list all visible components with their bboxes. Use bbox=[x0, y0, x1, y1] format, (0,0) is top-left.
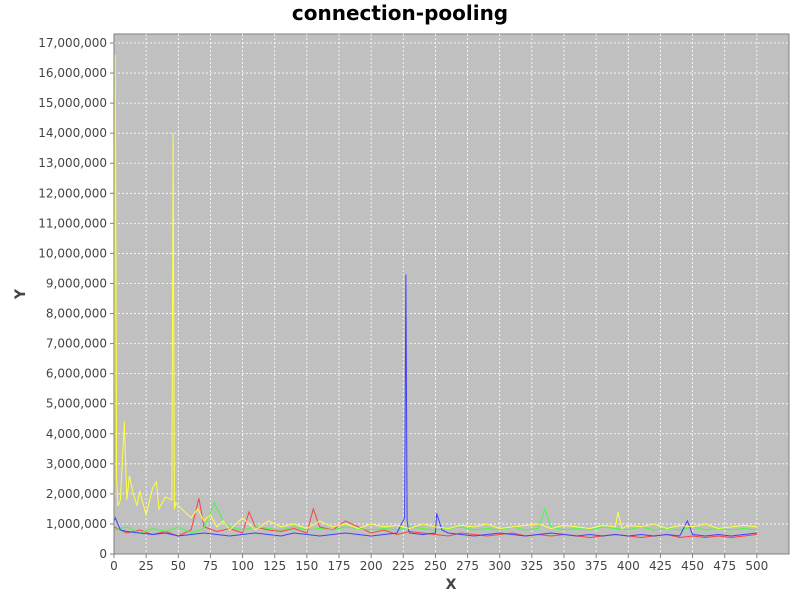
y-tick-label: 16,000,000 bbox=[38, 66, 107, 80]
y-tick-label: 17,000,000 bbox=[38, 36, 107, 50]
y-tick-label: 6,000,000 bbox=[46, 367, 107, 381]
x-tick-label: 200 bbox=[360, 559, 383, 573]
x-tick-label: 475 bbox=[713, 559, 736, 573]
x-tick-label: 50 bbox=[171, 559, 186, 573]
y-tick-label: 13,000,000 bbox=[38, 156, 107, 170]
x-tick-label: 225 bbox=[392, 559, 415, 573]
y-tick-label: 3,000,000 bbox=[46, 457, 107, 471]
axes bbox=[113, 34, 789, 555]
x-tick-label: 300 bbox=[488, 559, 511, 573]
y-tick-label: 11,000,000 bbox=[38, 216, 107, 230]
x-tick-label: 150 bbox=[295, 559, 318, 573]
series-line-3 bbox=[113, 274, 757, 537]
y-tick-label: 0 bbox=[99, 547, 107, 561]
x-tick-label: 375 bbox=[585, 559, 608, 573]
x-tick-label: 425 bbox=[649, 559, 672, 573]
x-tick-label: 450 bbox=[681, 559, 704, 573]
series-line-4 bbox=[113, 54, 757, 531]
x-axis-label: X bbox=[446, 577, 457, 593]
y-tick-labels: 0 1,000,000 2,000,000 3,000,000 4,000,000 5,0… bbox=[38, 36, 114, 561]
x-tick-label: 0 bbox=[110, 559, 118, 573]
x-tick-label: 100 bbox=[231, 559, 254, 573]
x-tick-label: 75 bbox=[203, 559, 218, 573]
chart-title: connection-pooling bbox=[292, 1, 508, 25]
y-tick-label: 1,000,000 bbox=[46, 517, 107, 531]
x-tick-labels: 0 25 50 75 100 125 150 175 200 225 250 275 300 325 350… bbox=[110, 554, 768, 573]
y-tick-label: 5,000,000 bbox=[46, 397, 107, 411]
x-tick-label: 175 bbox=[328, 559, 351, 573]
x-tick-label: 250 bbox=[424, 559, 447, 573]
gridlines bbox=[113, 34, 789, 555]
x-tick-label: 25 bbox=[139, 559, 154, 573]
y-tick-label: 14,000,000 bbox=[38, 126, 107, 140]
y-tick-label: 2,000,000 bbox=[46, 487, 107, 501]
x-tick-label: 275 bbox=[456, 559, 479, 573]
y-tick-label: 10,000,000 bbox=[38, 246, 107, 260]
x-tick-label: 500 bbox=[745, 559, 768, 573]
y-tick-label: 12,000,000 bbox=[38, 186, 107, 200]
y-tick-label: 4,000,000 bbox=[46, 427, 107, 441]
series-line-1 bbox=[113, 498, 757, 539]
series-layer bbox=[113, 54, 757, 539]
plot-area bbox=[113, 33, 790, 555]
x-tick-label: 400 bbox=[617, 559, 640, 573]
x-tick-label: 325 bbox=[520, 559, 543, 573]
y-axis-label: Y bbox=[13, 288, 29, 300]
x-tick-label: 350 bbox=[553, 559, 576, 573]
y-tick-label: 8,000,000 bbox=[46, 307, 107, 321]
y-tick-label: 7,000,000 bbox=[46, 337, 107, 351]
y-tick-label: 15,000,000 bbox=[38, 96, 107, 110]
x-tick-label: 125 bbox=[263, 559, 286, 573]
y-tick-label: 9,000,000 bbox=[46, 276, 107, 290]
